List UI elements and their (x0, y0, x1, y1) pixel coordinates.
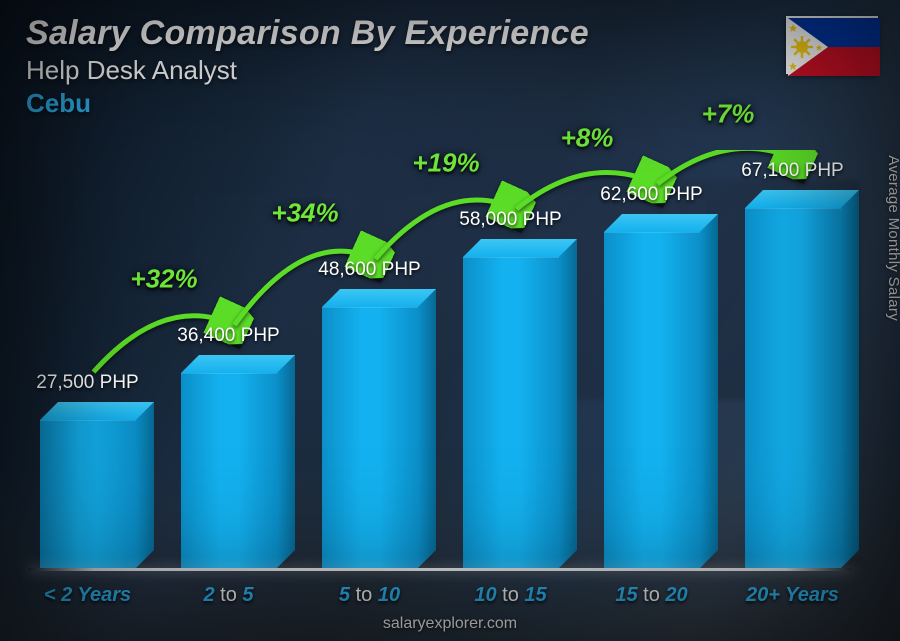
bars-container: 27,500 PHP 36,400 PHP 48,600 PHP 58,000 PHP… (28, 150, 852, 568)
x-axis-label: 10 to 15 (451, 584, 570, 607)
x-axis-label: 20+ Years (733, 584, 852, 607)
value-label: 27,500 PHP (36, 372, 138, 394)
growth-pct-label: +8% (561, 123, 614, 154)
growth-pct-label: +19% (412, 148, 479, 179)
bar (745, 208, 841, 568)
growth-pct-label: +32% (130, 264, 197, 295)
page-subtitle: Help Desk Analyst (26, 55, 589, 86)
bar (463, 257, 559, 568)
bar-chart: 27,500 PHP 36,400 PHP 48,600 PHP 58,000 PHP… (28, 150, 852, 571)
bar-slot: 62,600 PHP (592, 150, 711, 568)
bar (40, 420, 136, 568)
x-axis-label: 5 to 10 (310, 584, 429, 607)
value-label: 62,600 PHP (600, 184, 702, 206)
growth-pct-label: +34% (271, 198, 338, 229)
growth-pct-label: +7% (702, 99, 755, 130)
x-axis-label: 2 to 5 (169, 584, 288, 607)
baseline (28, 568, 852, 571)
page-title: Salary Comparison By Experience (26, 14, 589, 53)
value-label: 58,000 PHP (459, 209, 561, 231)
x-axis-labels: < 2 Years 2 to 5 5 to 10 10 to 15 15 to 20 20… (28, 584, 852, 607)
x-axis-label: 15 to 20 (592, 584, 711, 607)
location-label: Cebu (26, 88, 589, 119)
bar-slot: 27,500 PHP (28, 150, 147, 568)
bar-slot: 67,100 PHP (733, 150, 852, 568)
y-axis-label: Average Monthly Salary (886, 155, 900, 321)
bar-slot: 36,400 PHP (169, 150, 288, 568)
title-block: Salary Comparison By Experience Help Des… (26, 14, 589, 119)
infographic-stage: Salary Comparison By Experience Help Des… (0, 0, 900, 641)
x-axis-label: < 2 Years (28, 584, 147, 607)
value-label: 48,600 PHP (318, 259, 420, 281)
value-label: 67,100 PHP (741, 160, 843, 182)
footer-attribution: salaryexplorer.com (0, 615, 900, 633)
value-label: 36,400 PHP (177, 325, 279, 347)
bar-slot: 58,000 PHP (451, 150, 570, 568)
bar (181, 373, 277, 568)
philippines-flag-icon (786, 16, 878, 74)
bar (604, 232, 700, 568)
bar (322, 307, 418, 568)
